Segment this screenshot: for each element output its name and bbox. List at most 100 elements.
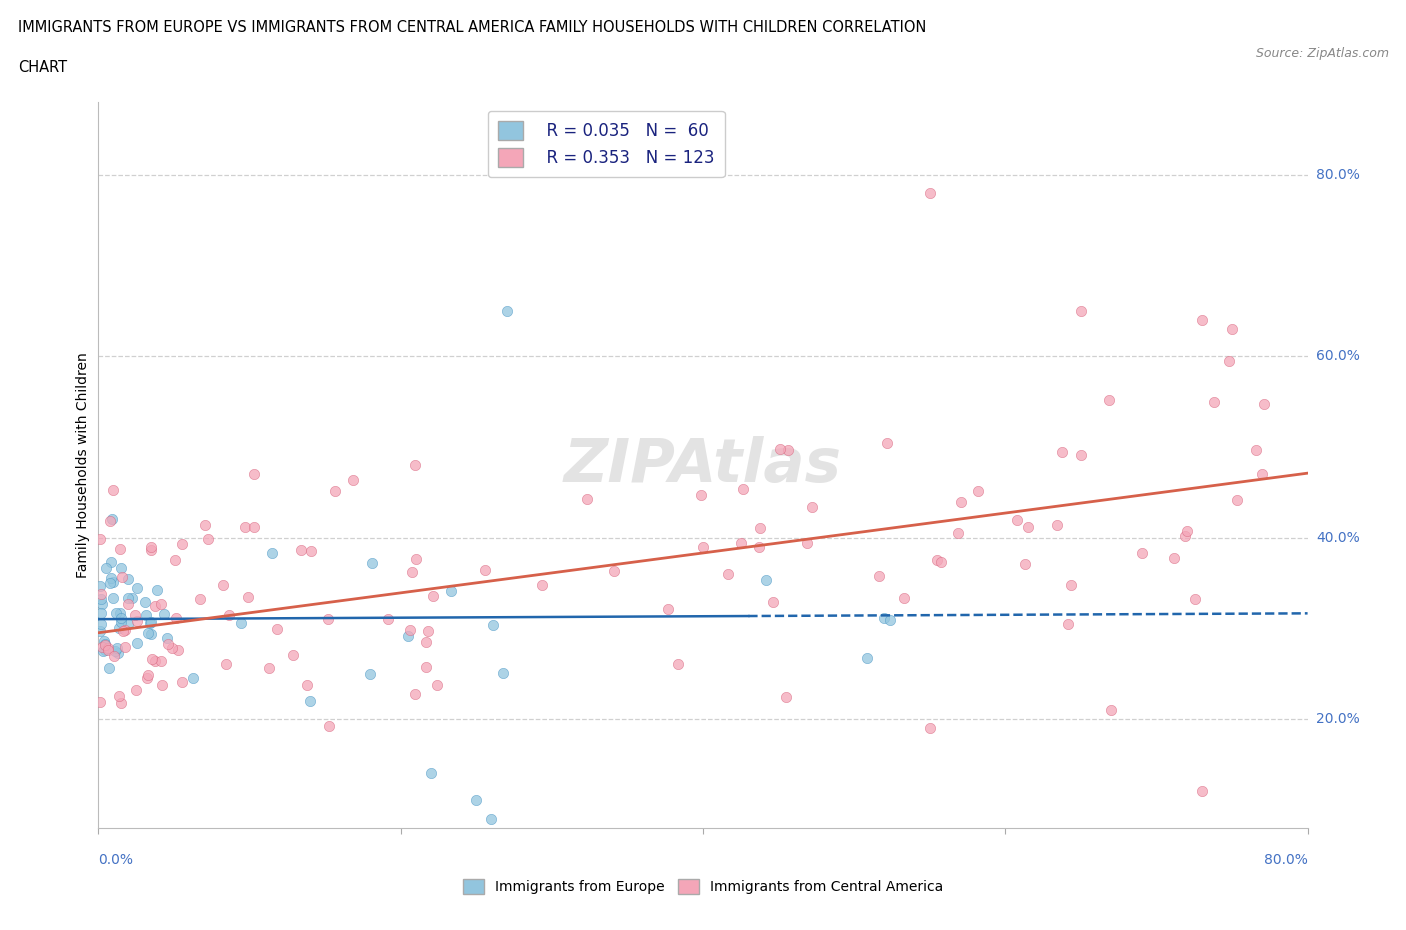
Point (100, 570, 122, 585)
Point (1057, 617, 1080, 631)
Point (104, 606, 127, 621)
Text: 80.0%: 80.0% (1264, 853, 1308, 868)
Point (170, 537, 193, 551)
Point (145, 654, 167, 669)
Point (165, 552, 187, 567)
Point (856, 651, 879, 666)
Text: IMMIGRANTS FROM EUROPE VS IMMIGRANTS FROM CENTRAL AMERICA FAMILY HOUSEHOLDS WITH: IMMIGRANTS FROM EUROPE VS IMMIGRANTS FRO… (18, 20, 927, 35)
Point (242, 467, 264, 482)
Point (295, 678, 318, 693)
Point (690, 487, 713, 502)
Point (110, 696, 132, 711)
Point (778, 443, 800, 458)
Point (146, 583, 169, 598)
Point (156, 637, 179, 652)
Point (143, 599, 166, 614)
Point (117, 591, 139, 605)
Point (419, 766, 441, 781)
Point (136, 668, 159, 683)
Point (156, 631, 179, 645)
Text: 80.0%: 80.0% (1316, 167, 1360, 182)
Point (893, 591, 915, 605)
Point (257, 660, 280, 675)
Point (299, 694, 322, 709)
Point (949, 495, 972, 510)
Point (396, 628, 419, 643)
Point (110, 615, 132, 630)
Point (188, 591, 211, 606)
Point (97, 660, 120, 675)
Point (946, 525, 969, 540)
Point (482, 618, 505, 632)
Point (103, 574, 125, 589)
Point (422, 589, 444, 604)
Point (925, 552, 948, 567)
Point (404, 458, 426, 472)
Point (117, 572, 139, 587)
Point (1226, 493, 1249, 508)
Point (260, 546, 283, 561)
Point (1174, 529, 1197, 544)
Point (121, 591, 143, 605)
Point (1218, 353, 1240, 368)
Point (100, 575, 122, 590)
Point (1251, 467, 1274, 482)
Point (755, 572, 778, 587)
Point (1175, 524, 1198, 538)
Point (415, 635, 437, 650)
Point (440, 583, 463, 598)
Point (90, 591, 112, 606)
Point (1098, 392, 1121, 407)
Point (141, 652, 163, 667)
Point (135, 608, 157, 623)
Point (215, 657, 238, 671)
Point (748, 539, 770, 554)
Point (117, 617, 139, 631)
Point (93, 633, 115, 648)
Point (361, 555, 384, 570)
Point (94, 637, 117, 652)
Point (112, 623, 135, 638)
Point (212, 578, 235, 592)
Point (1017, 519, 1039, 534)
Point (316, 612, 339, 627)
Point (1253, 396, 1275, 411)
Point (1099, 702, 1122, 717)
Point (1070, 303, 1092, 318)
Point (481, 811, 503, 826)
Point (98, 513, 121, 528)
Point (107, 645, 129, 660)
Point (929, 554, 952, 569)
Point (108, 689, 131, 704)
Point (108, 605, 131, 620)
Point (139, 615, 162, 630)
Point (101, 591, 124, 605)
Point (100, 554, 122, 569)
Point (801, 499, 824, 514)
Point (404, 687, 426, 702)
Point (918, 186, 941, 201)
Point (89, 578, 111, 593)
Point (218, 607, 240, 622)
Point (530, 578, 553, 592)
Point (1220, 322, 1243, 337)
Point (127, 635, 149, 650)
Point (281, 647, 304, 662)
Point (149, 654, 172, 669)
Point (108, 542, 131, 557)
Point (879, 613, 901, 628)
Text: 0.0%: 0.0% (98, 853, 134, 868)
Y-axis label: Family Households with Children: Family Households with Children (76, 352, 90, 578)
Text: ZIPAtlas: ZIPAtlas (564, 435, 842, 495)
Point (967, 484, 990, 498)
Point (266, 621, 288, 636)
Point (170, 675, 193, 690)
Point (377, 612, 399, 627)
Point (426, 678, 449, 693)
Point (1163, 551, 1185, 565)
Point (360, 666, 382, 681)
Point (491, 665, 513, 680)
Point (1014, 556, 1036, 571)
Point (101, 483, 124, 498)
Point (94, 561, 117, 576)
